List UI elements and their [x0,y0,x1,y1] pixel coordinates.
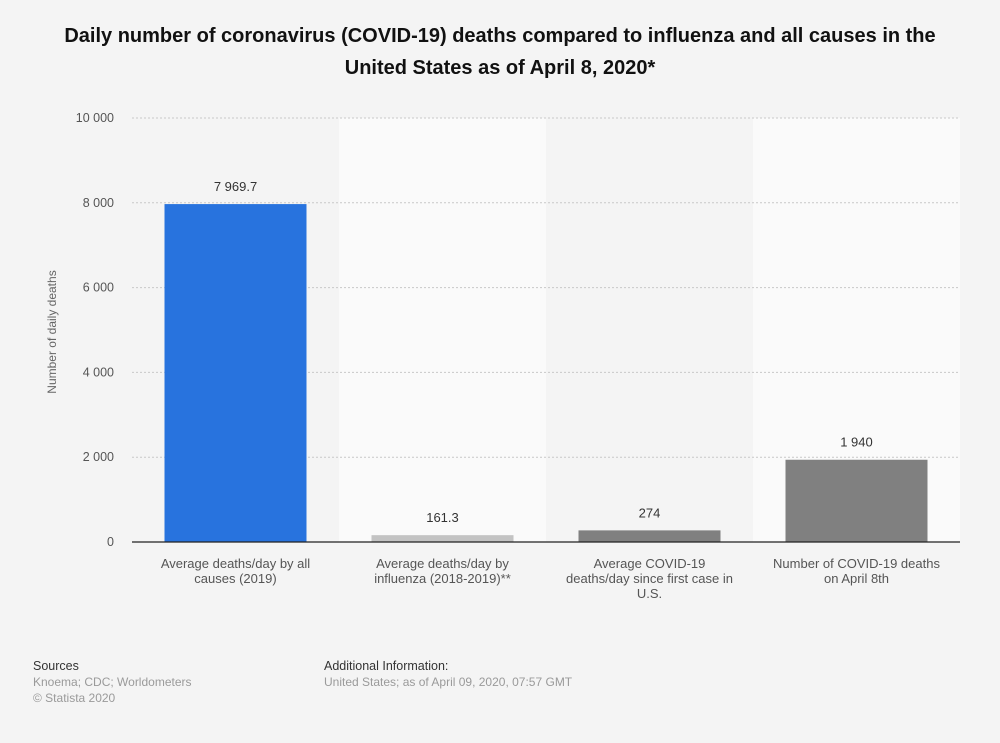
bar [785,459,928,542]
chart-title: Daily number of coronavirus (COVID-19) d… [64,25,936,79]
y-tick-label: 6 000 [83,281,114,295]
x-tick-label-line: Average COVID-19 [594,556,706,571]
x-tick-label-line: on April 8th [824,571,889,586]
data-label: 7 969.7 [214,179,257,194]
data-label: 1 940 [840,435,873,450]
x-tick-label-line: Average deaths/day by [376,556,509,571]
x-tick-label: Average COVID-19 deaths/day since first c… [566,556,733,601]
additional-info-block: Additional Information: United States; a… [324,658,572,690]
x-tick-label-line: Number of COVID-19 deaths [773,556,940,571]
y-tick-label: 2 000 [83,450,114,464]
y-tick-label: 8 000 [83,196,114,210]
sources-label: Sources [33,659,79,673]
y-tick-label: 4 000 [83,365,114,379]
bar [164,204,307,542]
additional-info-label: Additional Information: [324,659,449,673]
additional-info-text: United States; as of April 09, 2020, 07:… [324,675,573,689]
x-tick-label-line: U.S. [637,586,662,601]
x-tick-label-line: causes (2019) [194,571,276,586]
x-tick-label: Average deaths/day by all causes (2019) [161,556,310,586]
copyright-text: © Statista 2020 [33,691,116,705]
x-tick-label-line: deaths/day since first case in [566,571,733,586]
sources-text: Knoema; CDC; Worldometers [33,675,192,689]
bar-chart: 0 2 000 4 000 6 000 8 000 10 000 Number of dai… [45,111,960,601]
data-label: 161.3 [426,510,459,525]
category-band [339,118,546,542]
y-axis-label: Number of daily deaths [45,270,59,393]
sources-block: Sources Knoema; CDC; Worldometers © Stat… [33,658,192,706]
bar [371,535,514,542]
x-tick-label-line: influenza (2018-2019)** [374,571,511,586]
x-tick-label: Number of COVID-19 deaths on April 8th [773,556,940,586]
x-tick-label: Average deaths/day by influenza (2018-201… [374,556,511,586]
bar [578,530,721,542]
data-label: 274 [639,505,661,520]
y-tick-label: 0 [107,535,114,549]
x-tick-label-line: Average deaths/day by all [161,556,310,571]
y-tick-label: 10 000 [76,111,114,125]
